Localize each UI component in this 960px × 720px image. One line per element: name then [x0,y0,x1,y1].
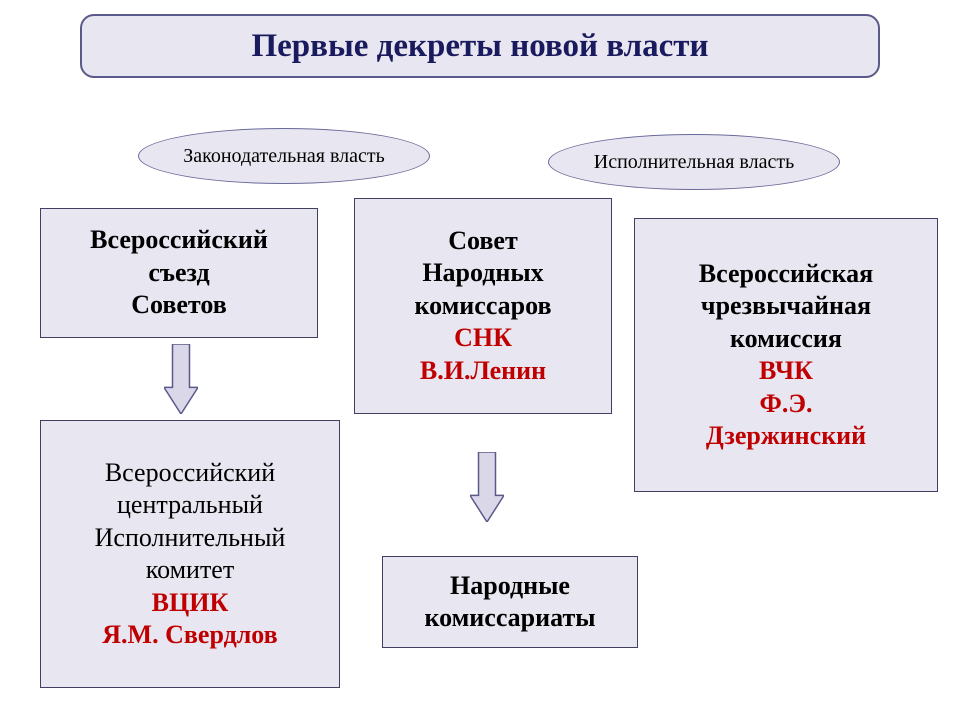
snk-line-3: СНК [454,322,512,355]
box-snk: СоветНародныхкомиссаровСНКВ.И.Ленин [354,198,612,414]
vtsik-line-2: Исполнительный [95,522,286,555]
snk-line-0: Совет [448,225,517,258]
snk-line-2: комиссаров [414,290,551,323]
vtsik-line-1: центральный [117,489,263,522]
vtsik-line-3: комитет [146,554,234,587]
narkomaty-line-0: Народные [450,570,570,603]
box-narkomaty: Народныекомиссариаты [382,556,638,648]
vchk-line-1: чрезвычайная [701,290,871,323]
vtsik-line-0: Всероссийский [105,457,275,490]
snk-line-1: Народных [422,257,543,290]
vchk-line-3: ВЧК [759,355,813,388]
congress-line-1: съезд [148,257,209,290]
arrow-congress-to-vtsik [164,344,198,414]
vtsik-line-4: ВЦИК [152,587,229,620]
arrow-snk-to-narkomaty [470,452,504,522]
vchk-line-0: Всероссийская [699,258,873,291]
vchk-line-5: Дзержинский [706,420,866,453]
box-vchk: ВсероссийскаячрезвычайнаякомиссияВЧКФ.Э.… [634,218,938,492]
narkomaty-line-1: комиссариаты [424,602,595,635]
vchk-line-2: комиссия [730,323,842,356]
congress-line-2: Советов [131,289,227,322]
box-congress: ВсероссийскийсъездСоветов [40,208,318,338]
ellipse-executive-text: Исполнительная власть [594,151,794,174]
box-vtsik: ВсероссийскийцентральныйИсполнительныйко… [40,420,340,688]
congress-line-0: Всероссийский [90,224,268,257]
vtsik-line-5: Я.М. Свердлов [102,619,277,652]
title-box: Первые декреты новой власти [80,14,880,78]
page-title: Первые декреты новой власти [251,28,708,65]
ellipse-legislative: Законодательная власть [138,128,430,184]
ellipse-legislative-text: Законодательная власть [183,145,385,168]
ellipse-executive: Исполнительная власть [548,134,840,190]
snk-line-4: В.И.Ленин [420,355,546,388]
vchk-line-4: Ф.Э. [760,388,813,421]
